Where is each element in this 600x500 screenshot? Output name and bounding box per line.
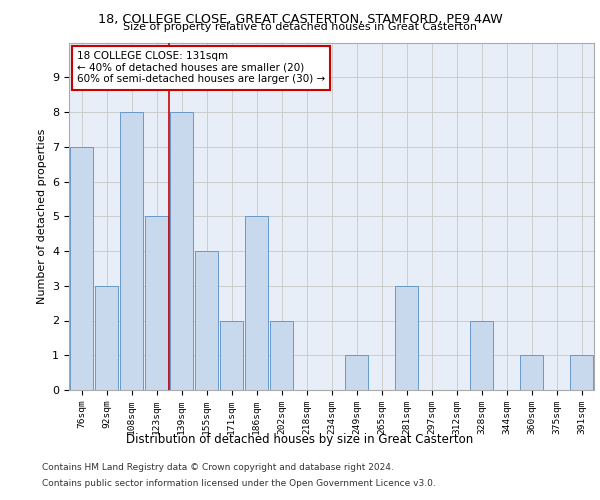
Bar: [220, 320, 244, 390]
Text: Contains public sector information licensed under the Open Government Licence v3: Contains public sector information licen…: [42, 478, 436, 488]
Bar: [145, 216, 169, 390]
Text: Size of property relative to detached houses in Great Casterton: Size of property relative to detached ho…: [123, 22, 477, 32]
Bar: [70, 147, 94, 390]
Text: Distribution of detached houses by size in Great Casterton: Distribution of detached houses by size …: [127, 432, 473, 446]
Bar: [344, 355, 368, 390]
Y-axis label: Number of detached properties: Number of detached properties: [37, 128, 47, 304]
Text: Contains HM Land Registry data © Crown copyright and database right 2024.: Contains HM Land Registry data © Crown c…: [42, 464, 394, 472]
Text: 18 COLLEGE CLOSE: 131sqm
← 40% of detached houses are smaller (20)
60% of semi-d: 18 COLLEGE CLOSE: 131sqm ← 40% of detach…: [77, 51, 325, 84]
Bar: [395, 286, 418, 390]
Bar: [269, 320, 293, 390]
Bar: [569, 355, 593, 390]
Bar: [119, 112, 143, 390]
Bar: [520, 355, 544, 390]
Bar: [194, 251, 218, 390]
Bar: [470, 320, 493, 390]
Bar: [170, 112, 193, 390]
Bar: [245, 216, 268, 390]
Text: 18, COLLEGE CLOSE, GREAT CASTERTON, STAMFORD, PE9 4AW: 18, COLLEGE CLOSE, GREAT CASTERTON, STAM…: [98, 12, 502, 26]
Bar: [95, 286, 118, 390]
